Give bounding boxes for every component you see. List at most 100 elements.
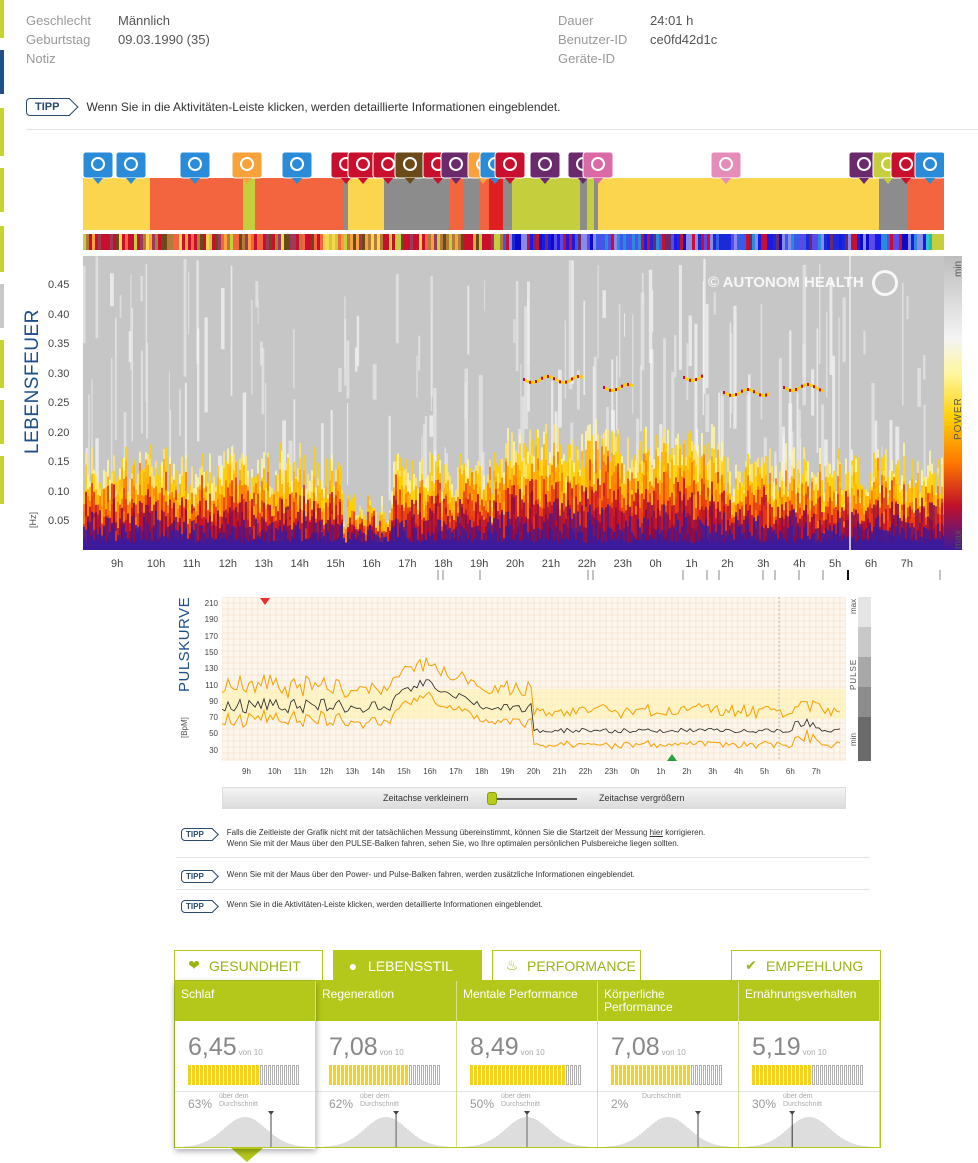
activity-segment[interactable] <box>598 178 879 230</box>
meeting-icon[interactable] <box>914 151 944 184</box>
meter-tick <box>550 1065 553 1085</box>
score-card[interactable]: Körperliche Performance 7,08 von 10 2% Durch… <box>598 981 739 1147</box>
activity-segment[interactable] <box>243 178 255 230</box>
meter-tick <box>200 1065 203 1085</box>
sleep-icon[interactable] <box>529 151 561 184</box>
x-tick-label: 9h <box>111 558 124 570</box>
card-score: 7,08 von 10 <box>611 1033 686 1061</box>
activity-segment[interactable] <box>908 178 944 230</box>
zoom-slider-handle[interactable] <box>487 792 497 805</box>
activity-segment[interactable] <box>450 178 464 230</box>
tab-performance[interactable]: ♨ PERFORMANCE <box>492 950 641 980</box>
tipp-badge: TIPP <box>181 900 213 913</box>
activity-segment[interactable] <box>489 178 503 230</box>
y-tick-label: 0.40 <box>48 308 70 321</box>
meal-icon[interactable] <box>231 151 263 184</box>
card-title: Schlaf <box>175 981 315 1021</box>
activity-segment[interactable] <box>83 178 150 230</box>
meter-tick <box>486 1065 489 1085</box>
x-tick-label: 4h <box>734 767 743 776</box>
tipp-1-text: Falls die Zeitleiste der Grafik nicht mi… <box>226 828 648 837</box>
meter-tick <box>687 1065 690 1085</box>
zoom-track[interactable] <box>489 798 577 800</box>
meter-tick <box>393 1065 396 1085</box>
activity-segment[interactable] <box>384 178 450 230</box>
bath-icon[interactable] <box>582 151 614 184</box>
meter-tick <box>425 1065 428 1085</box>
score-meter <box>611 1065 723 1085</box>
card-divider <box>457 1091 597 1092</box>
x-tick-label: 11h <box>293 767 307 776</box>
edge-accent <box>0 456 4 504</box>
unknown-icon[interactable] <box>494 151 526 184</box>
tipp-3: TIPP Wenn Sie in die Aktivitäten-Leiste … <box>181 899 543 913</box>
activity-segment[interactable] <box>503 178 512 230</box>
mental-icon[interactable] <box>115 151 147 184</box>
y-tick-label: 150 <box>204 647 218 657</box>
correct-start-link[interactable]: hier <box>649 828 663 837</box>
power-bar[interactable] <box>944 256 978 550</box>
tipp-text: Falls die Zeitleiste der Grafik nicht mi… <box>227 827 705 849</box>
meter-tick <box>474 1065 477 1085</box>
activity-segment[interactable] <box>512 178 580 230</box>
zoom-out-label[interactable]: Zeitachse verkleinern <box>383 793 469 803</box>
activity-segment[interactable] <box>464 178 479 230</box>
activity-segment[interactable] <box>348 178 384 230</box>
zoom-in-label[interactable]: Zeitachse vergrößern <box>599 793 685 803</box>
activity-color-strip[interactable] <box>83 234 944 250</box>
edge-accent <box>0 50 4 94</box>
mental-icon[interactable] <box>281 151 313 184</box>
activity-segment[interactable] <box>479 178 489 230</box>
card-score: 5,19 von 10 <box>752 1033 827 1061</box>
x-tick-label: 17h <box>449 767 463 776</box>
meter-tick <box>510 1065 513 1085</box>
pulse-bar[interactable] <box>858 597 871 761</box>
activity-segment[interactable] <box>150 178 243 230</box>
y-tick-label: 190 <box>204 615 218 625</box>
activity-segment[interactable] <box>594 178 598 230</box>
tab-gesundheit[interactable]: ❤ GESUNDHEIT <box>174 950 323 980</box>
bed-icon[interactable] <box>710 151 742 184</box>
meter-tick <box>429 1065 432 1085</box>
meter-tick <box>518 1065 521 1085</box>
walking-icon[interactable] <box>347 151 379 184</box>
score-card[interactable]: Mentale Performance 8,49 von 10 50% über dem… <box>457 981 598 1147</box>
meter-tick <box>623 1065 626 1085</box>
lebensfeuer-spectrogram[interactable] <box>83 256 944 550</box>
meeting-icon[interactable] <box>179 151 211 184</box>
hiking-icon[interactable] <box>394 151 426 184</box>
score-card[interactable]: Regeneration 7,08 von 10 62% über dem Durchs… <box>316 981 457 1147</box>
meter-tick <box>341 1065 344 1085</box>
meter-tick <box>345 1065 348 1085</box>
score-meter <box>752 1065 864 1085</box>
x-tick-label: 15h <box>397 767 411 776</box>
pulse-chart[interactable] <box>222 597 846 761</box>
meter-tick <box>635 1065 638 1085</box>
activity-segment[interactable] <box>255 178 343 230</box>
activity-segment[interactable] <box>879 178 908 230</box>
lebensfeuer-title: LEBENSFEUER <box>22 309 43 454</box>
activity-segment[interactable] <box>580 178 587 230</box>
activity-bar[interactable] <box>83 150 944 230</box>
meter-tick <box>542 1065 545 1085</box>
sleep-icon[interactable] <box>440 151 472 184</box>
mental-icon[interactable] <box>83 151 114 184</box>
meter-tick <box>272 1065 275 1085</box>
tab-lebensstil[interactable]: ● LEBENSSTIL <box>333 950 482 980</box>
score-card[interactable]: Ernährungsverhalten 5,19 von 10 30% über dem… <box>739 981 880 1147</box>
meter-tick <box>478 1065 481 1085</box>
tab-empfehlung[interactable]: ✔ EMPFEHLUNG <box>731 950 881 980</box>
y-tick-label: 50 <box>209 729 218 739</box>
card-score-max: von 10 <box>802 1048 827 1057</box>
activity-segment[interactable] <box>343 178 348 230</box>
tipp-badge: TIPP <box>26 98 71 116</box>
edge-accent <box>0 0 4 38</box>
meter-tick <box>788 1065 791 1085</box>
pulskurve-unit: [BpM] <box>180 717 189 738</box>
score-card[interactable]: Schlaf 6,45 von 10 63% über dem Durchschnitt <box>175 981 316 1149</box>
meter-tick <box>349 1065 352 1085</box>
card-score: 8,49 von 10 <box>470 1033 545 1061</box>
tipp-1-line2: Wenn Sie mit der Maus über den PULSE-Bal… <box>226 839 679 848</box>
activity-segment[interactable] <box>587 178 594 230</box>
y-tick-label: 170 <box>204 631 218 641</box>
